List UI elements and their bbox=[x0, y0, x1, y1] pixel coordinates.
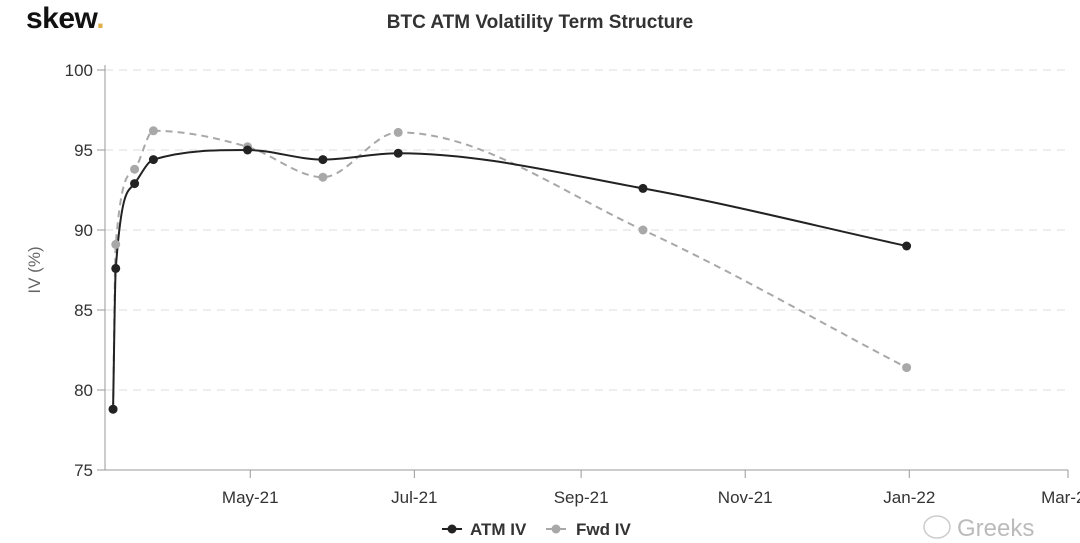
logo-text: skew bbox=[26, 2, 97, 35]
atm-iv-point[interactable] bbox=[148, 155, 158, 165]
fwd-iv-point[interactable] bbox=[318, 172, 328, 182]
y-tick-label: 90 bbox=[74, 221, 93, 240]
fwd-iv-line bbox=[112, 129, 908, 410]
atm-iv-point[interactable] bbox=[393, 148, 403, 158]
fwd-iv-point[interactable] bbox=[902, 363, 912, 373]
fwd-iv-point[interactable] bbox=[111, 239, 121, 249]
logo-dot: . bbox=[96, 2, 105, 35]
chart-title: BTC ATM Volatility Term Structure bbox=[387, 12, 694, 33]
atm-iv-point[interactable] bbox=[111, 263, 121, 273]
y-tick-label: 80 bbox=[74, 381, 93, 400]
x-tick-label: Jul-21 bbox=[391, 488, 437, 507]
fwd-iv-point[interactable] bbox=[393, 127, 403, 137]
y-tick-label: 95 bbox=[74, 141, 93, 160]
skew-logo: skew. bbox=[26, 2, 105, 36]
fwd-iv-point[interactable] bbox=[148, 126, 158, 136]
y-tick-label: 85 bbox=[74, 301, 93, 320]
atm-iv-point[interactable] bbox=[902, 241, 912, 251]
legend-atm-marker bbox=[447, 524, 457, 534]
fwd-iv-point[interactable] bbox=[638, 225, 648, 235]
atm-iv-point[interactable] bbox=[108, 404, 118, 414]
y-tick-label: 100 bbox=[65, 61, 93, 80]
atm-iv-point[interactable] bbox=[130, 179, 140, 189]
y-tick-label: 75 bbox=[74, 461, 93, 480]
legend-fwd-label[interactable]: Fwd IV bbox=[576, 520, 631, 539]
x-tick-label: Jan-22 bbox=[883, 488, 935, 507]
x-tick-label: Nov-21 bbox=[718, 488, 773, 507]
y-axis-label: IV (%) bbox=[25, 246, 44, 293]
fwd-iv-point[interactable] bbox=[130, 164, 140, 174]
watermark-text: Greeks bbox=[957, 515, 1034, 542]
legend-atm-label[interactable]: ATM IV bbox=[470, 520, 527, 539]
atm-iv-point[interactable] bbox=[318, 155, 328, 165]
wechat-icon bbox=[923, 515, 951, 539]
x-tick-label: Sep-21 bbox=[554, 488, 609, 507]
x-tick-label: Mar-22 bbox=[1041, 488, 1080, 507]
legend: ATM IV Fwd IV bbox=[442, 520, 631, 539]
x-tick-label: May-21 bbox=[222, 488, 279, 507]
atm-iv-line bbox=[112, 148, 907, 410]
watermark: Greeks bbox=[923, 515, 1034, 542]
legend-fwd-marker bbox=[551, 524, 561, 534]
atm-iv-point[interactable] bbox=[638, 183, 648, 193]
atm-iv-point[interactable] bbox=[243, 145, 253, 155]
